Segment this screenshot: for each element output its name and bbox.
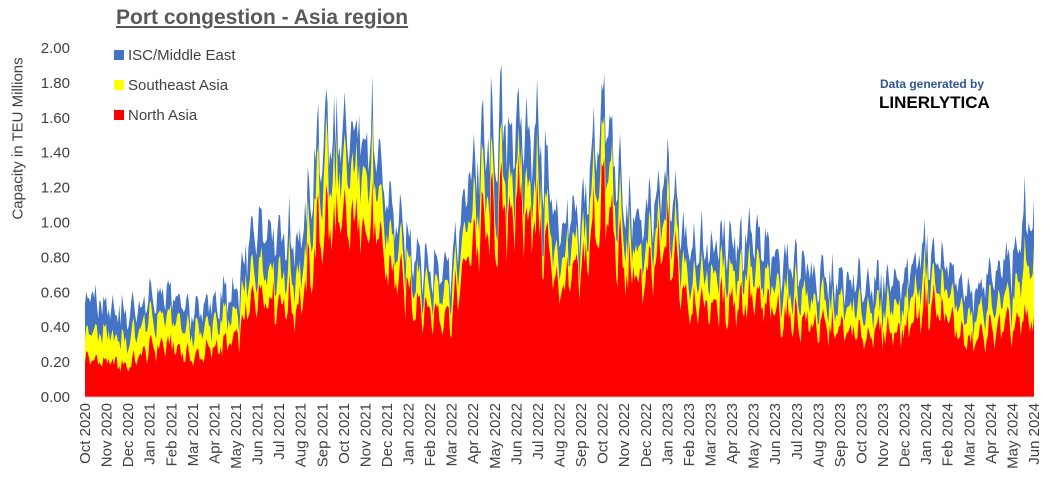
x-tick-label: Jul 2022: [530, 403, 547, 460]
x-tick-label: May 2021: [228, 403, 245, 469]
x-tick-label: May 2024: [1004, 403, 1021, 469]
y-tick-label: 0.00: [41, 389, 70, 406]
x-tick-label: Jan 2022: [401, 403, 418, 465]
x-tick-label: Aug 2021: [293, 403, 310, 467]
x-tick-label: May 2022: [487, 403, 504, 469]
x-tick-label: Aug 2022: [552, 403, 569, 467]
x-tick-label: Jan 2024: [918, 403, 935, 465]
area-series-group: [85, 64, 1034, 397]
legend-swatch-isc-middle-east: [114, 50, 124, 60]
area-north-asia: [85, 154, 1034, 397]
x-tick-label: Jan 2021: [142, 403, 159, 465]
x-tick-label: Feb 2024: [940, 403, 957, 466]
legend-label-isc-middle-east: ISC/Middle East: [128, 46, 236, 64]
x-tick-label: Jan 2023: [659, 403, 676, 465]
x-tick-label: Jun 2021: [250, 403, 267, 465]
x-tick-label: Oct 2020: [77, 403, 94, 464]
x-tick-label: Apr 2021: [206, 403, 223, 464]
y-tick-label: 2.00: [41, 40, 70, 57]
x-tick-label: Feb 2021: [163, 403, 180, 466]
x-tick-label: Feb 2022: [422, 403, 439, 466]
axes-group: 0.00 0.20 0.40 0.60 0.80 1.00 1.20 1.40 1.60 1.80…: [41, 40, 1043, 469]
x-tick-label: Jun 2023: [767, 403, 784, 465]
x-tick-label: Oct 2023: [853, 403, 870, 464]
x-tick-label: Mar 2021: [185, 403, 202, 466]
x-tick-label: Apr 2023: [724, 403, 741, 464]
x-tick-label: Feb 2023: [681, 403, 698, 466]
credit-brand: LINERLYTICA: [879, 93, 990, 112]
x-tick-label: Sep 2022: [573, 403, 590, 467]
x-tick-label: Oct 2022: [595, 403, 612, 464]
x-tick-label: Oct 2021: [336, 403, 353, 464]
credit-text: Data generated by: [880, 77, 985, 91]
x-tick-label: Jun 2022: [508, 403, 525, 465]
x-tick-label: May 2023: [746, 403, 763, 469]
legend-item-southeast-asia: Southeast Asia: [114, 70, 236, 100]
x-tick-label: Mar 2024: [961, 403, 978, 466]
y-tick-label: 1.20: [41, 180, 70, 197]
x-tick-label: Mar 2023: [702, 403, 719, 466]
y-tick-label: 0.20: [41, 354, 70, 371]
legend: ISC/Middle East Southeast Asia North Asi…: [114, 40, 236, 130]
y-tick-label: 1.60: [41, 110, 70, 127]
y-tick-label: 0.80: [41, 249, 70, 266]
legend-swatch-north-asia: [114, 110, 124, 120]
y-tick-label: 0.40: [41, 319, 70, 336]
x-tick-label: Apr 2022: [465, 403, 482, 464]
x-tick-label: Sep 2023: [832, 403, 849, 467]
y-tick-label: 1.40: [41, 145, 70, 162]
chart-title: Port congestion - Asia region: [116, 6, 409, 29]
legend-label-southeast-asia: Southeast Asia: [128, 76, 229, 94]
legend-item-isc-middle-east: ISC/Middle East: [114, 40, 236, 70]
x-tick-label: Nov 2022: [616, 403, 633, 467]
x-tick-label: Apr 2024: [983, 403, 1000, 464]
x-tick-label: Dec 2023: [897, 403, 914, 467]
x-tick-label: Jul 2021: [271, 403, 288, 460]
legend-swatch-southeast-asia: [114, 80, 124, 90]
x-tick-label: Nov 2023: [875, 403, 892, 467]
legend-item-north-asia: North Asia: [114, 100, 236, 130]
x-tick-label: Nov 2021: [357, 403, 374, 467]
x-tick-label: Aug 2023: [810, 403, 827, 467]
x-tick-label: Jul 2023: [789, 403, 806, 460]
legend-label-north-asia: North Asia: [128, 106, 198, 124]
x-tick-label: Mar 2022: [444, 403, 461, 466]
x-tick-label: Dec 2022: [638, 403, 655, 467]
x-tick-label: Jun 2024: [1026, 403, 1043, 465]
x-tick-label: Nov 2020: [99, 403, 116, 467]
x-tick-label: Sep 2021: [314, 403, 331, 467]
y-tick-label: 1.80: [41, 75, 70, 92]
x-tick-label: Dec 2020: [120, 403, 137, 467]
y-tick-label: 1.00: [41, 215, 70, 232]
y-tick-label: 0.60: [41, 284, 70, 301]
x-tick-label: Dec 2021: [379, 403, 396, 467]
